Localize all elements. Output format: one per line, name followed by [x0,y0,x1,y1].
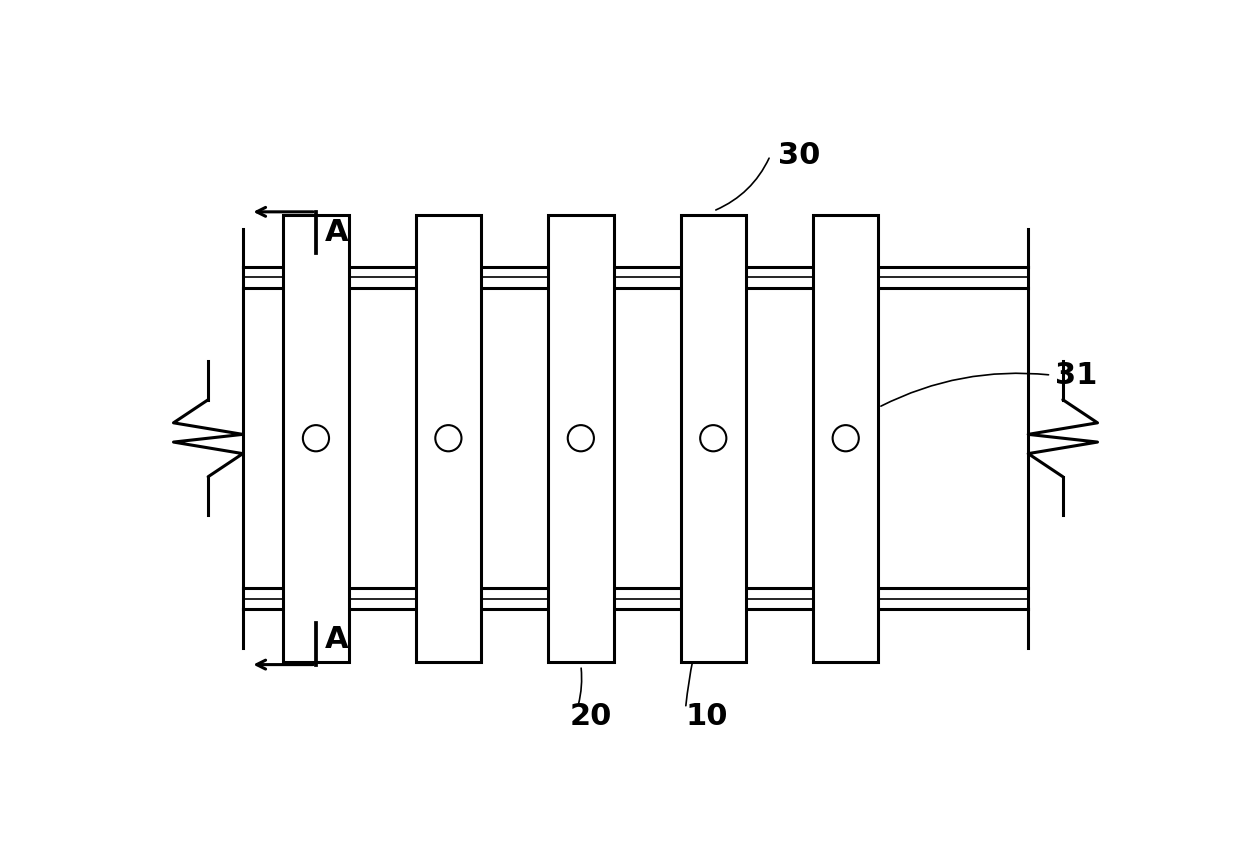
Circle shape [701,425,727,452]
Text: 30: 30 [777,141,821,170]
Bar [548,215,614,662]
Circle shape [832,425,859,452]
Text: 20: 20 [570,701,613,731]
Circle shape [303,425,329,452]
Text: A: A [325,624,348,654]
Bar [243,589,1028,610]
Text: A: A [325,218,348,247]
Text: 10: 10 [686,701,728,731]
Bar [681,215,746,662]
Text: 31: 31 [1055,361,1097,389]
Bar [415,215,481,662]
Bar [813,215,878,662]
Bar [283,215,348,662]
Circle shape [568,425,594,452]
Circle shape [435,425,461,452]
Bar [243,267,1028,288]
